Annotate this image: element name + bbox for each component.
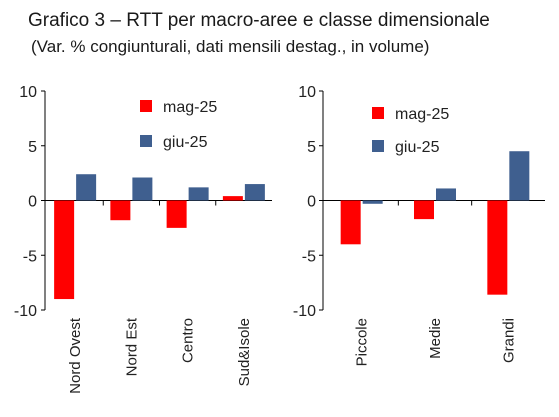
legend-label-mag-25: mag-25 — [395, 106, 449, 123]
bar-mag-25-nord-est — [110, 200, 131, 221]
category-label-grandi: Grandi — [500, 318, 517, 363]
legend-label-giu-25: giu-25 — [163, 134, 208, 151]
y-tick-label: 5 — [28, 139, 37, 156]
y-tick-label: 10 — [298, 84, 316, 101]
y-tick-label: 5 — [307, 139, 316, 156]
legend-label-giu-25: giu-25 — [395, 139, 440, 156]
legend-swatch-mag-25 — [372, 107, 384, 119]
legend-swatch-giu-25 — [140, 135, 152, 147]
y-tick-label: -5 — [23, 248, 37, 265]
chart-title: Grafico 3 – RTT per macro-aree e classe … — [28, 10, 490, 31]
category-label-piccole: Piccole — [354, 318, 371, 366]
y-tick-label: 0 — [28, 194, 37, 211]
category-label-sud-isole: Sud&Isole — [236, 318, 253, 386]
bar-mag-25-medie — [414, 200, 434, 220]
bar-giu-25-nord-est — [132, 177, 153, 201]
bar-giu-25-nord-ovest — [76, 174, 97, 201]
y-tick-label: -5 — [302, 248, 316, 265]
y-tick-label: -10 — [293, 303, 316, 320]
bar-giu-25-sud-isole — [244, 184, 265, 201]
category-label-medie: Medie — [427, 318, 444, 359]
category-label-nord-ovest: Nord Ovest — [67, 317, 84, 394]
legend-swatch-mag-25 — [140, 100, 152, 112]
bar-giu-25-grandi — [509, 151, 530, 201]
legend-swatch-giu-25 — [372, 140, 384, 152]
category-label-centro: Centro — [180, 318, 197, 363]
bar-mag-25-grandi — [487, 200, 508, 295]
category-label-nord-est: Nord Est — [123, 317, 140, 376]
y-tick-label: 10 — [19, 84, 37, 101]
bar-mag-25-nord-ovest — [54, 200, 75, 300]
bar-mag-25-centro — [166, 200, 187, 228]
y-tick-label: -10 — [14, 303, 37, 320]
chart-subtitle: (Var. % congiunturali, dati mensili dest… — [31, 37, 430, 56]
bar-giu-25-piccole — [362, 200, 383, 204]
y-tick-label: 0 — [307, 194, 316, 211]
bar-mag-25-sud-isole — [222, 196, 243, 201]
bar-giu-25-centro — [188, 187, 209, 201]
bar-mag-25-piccole — [340, 200, 361, 245]
bar-giu-25-medie — [436, 188, 456, 201]
legend-label-mag-25: mag-25 — [163, 99, 217, 116]
